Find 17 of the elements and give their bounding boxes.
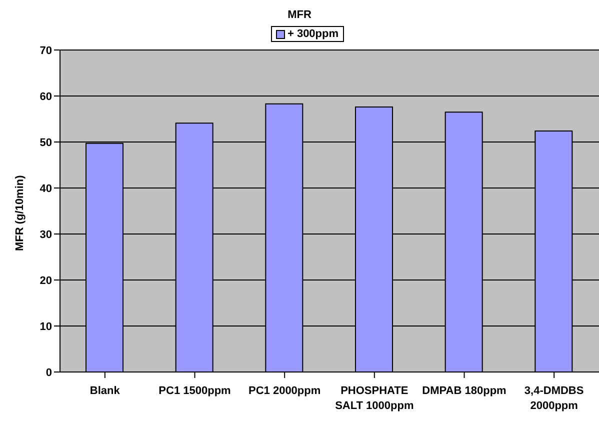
y-tick-label: 0 xyxy=(46,366,52,379)
y-tick-label: 20 xyxy=(40,274,52,287)
y-tick-label: 40 xyxy=(40,182,52,195)
x-tick-label: 3,4-DMDBS 2000ppm xyxy=(524,385,584,412)
y-tick-label: 70 xyxy=(40,44,52,57)
y-tick-label: 60 xyxy=(40,90,52,103)
y-tick-label: 50 xyxy=(40,136,52,149)
x-tick-label: PHOSPHATE SALT 1000ppm xyxy=(335,385,414,412)
x-tick-label: DMPAB 180ppm xyxy=(422,385,507,397)
y-tick-label: 30 xyxy=(40,228,52,241)
y-axis-title: MFR (g/10min) xyxy=(14,174,26,251)
y-tick-label: 10 xyxy=(40,320,52,333)
legend-label: + 300ppm xyxy=(286,28,339,40)
x-tick-label: Blank xyxy=(90,385,121,397)
chart-title: MFR xyxy=(286,8,312,22)
x-tick-label: PC1 2000ppm xyxy=(248,385,321,397)
x-tick-label: PC1 1500ppm xyxy=(158,385,232,397)
